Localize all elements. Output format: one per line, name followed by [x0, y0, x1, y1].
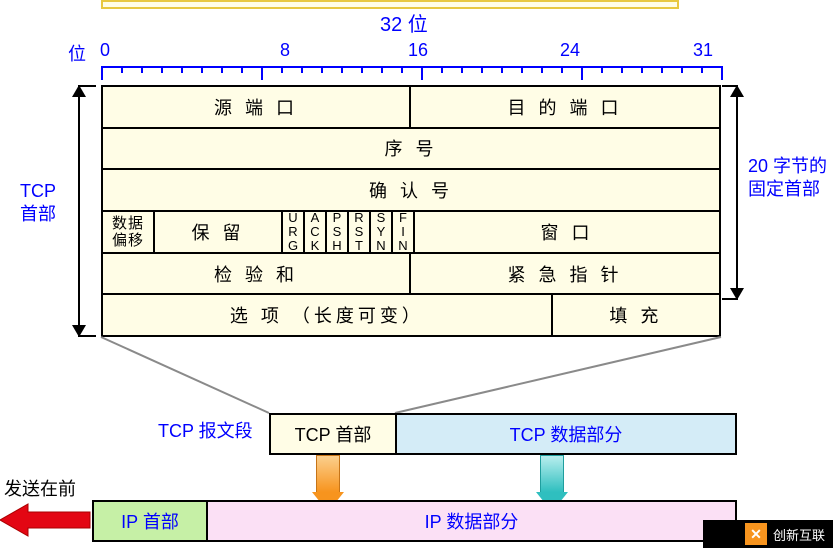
teal-arrow-body — [540, 455, 564, 493]
tcp-seg-data: TCP 数据部分 — [397, 415, 735, 453]
segment-label: TCP 报文段 — [158, 420, 253, 443]
bit-16: 16 — [408, 40, 428, 61]
seq-num: 序 号 — [103, 129, 719, 169]
padding: 填 充 — [553, 295, 719, 335]
send-first-label: 发送在前 — [4, 478, 76, 501]
dst-port: 目 的 端 口 — [411, 87, 719, 127]
ack-num: 确 认 号 — [103, 170, 719, 210]
bit-8: 8 — [280, 40, 290, 61]
window: 窗 口 — [415, 212, 719, 252]
side-right-label: 20 字节的 固定首部 — [748, 155, 827, 202]
right-bracket-line — [736, 95, 738, 290]
bit-unit-prefix: 位 — [68, 40, 86, 66]
ruler-ticks — [101, 66, 721, 82]
ip-data: IP 数据部分 — [208, 502, 735, 540]
orange-arrow-body — [316, 455, 340, 493]
flag-psh: PSH — [327, 212, 349, 252]
red-left-arrow — [0, 500, 92, 540]
tcp-segment-row: TCP 首部 TCP 数据部分 — [269, 413, 737, 455]
checksum: 检 验 和 — [103, 254, 411, 294]
left-bracket-line — [78, 95, 80, 327]
bit-0: 0 — [100, 40, 110, 61]
flag-syn: SYN — [371, 212, 393, 252]
flag-urg: URG — [283, 212, 305, 252]
left-bracket-top — [78, 85, 96, 87]
left-bracket-bot — [78, 335, 96, 337]
reserved: 保 留 — [155, 212, 283, 252]
bits-title: 32 位 — [380, 12, 428, 38]
bit-24: 24 — [560, 40, 580, 61]
logo-badge: ✕ 创新互联 — [703, 520, 833, 548]
right-bracket-top — [722, 85, 738, 87]
ip-hdr: IP 首部 — [94, 502, 208, 540]
src-port: 源 端 口 — [103, 87, 411, 127]
flag-rst: RST — [349, 212, 371, 252]
tcp-seg-hdr: TCP 首部 — [271, 415, 397, 453]
urgent-ptr: 紧 急 指 针 — [411, 254, 719, 294]
side-left-label: TCP 首部 — [20, 180, 56, 227]
top-strip — [101, 0, 679, 9]
tcp-header-box: 源 端 口 目 的 端 口 序 号 确 认 号 数据 偏移 保 留 URG AC… — [101, 85, 721, 337]
ip-row: IP 首部 IP 数据部分 — [92, 500, 737, 542]
flag-ack: ACK — [305, 212, 327, 252]
right-bracket-bot — [722, 298, 738, 300]
logo-icon: ✕ — [745, 523, 767, 545]
options: 选 项 （长度可变） — [103, 295, 553, 335]
logo-text: 创新互联 — [773, 525, 825, 544]
bit-31: 31 — [693, 40, 713, 61]
data-offset: 数据 偏移 — [103, 212, 155, 252]
flag-fin: FIN — [393, 212, 415, 252]
